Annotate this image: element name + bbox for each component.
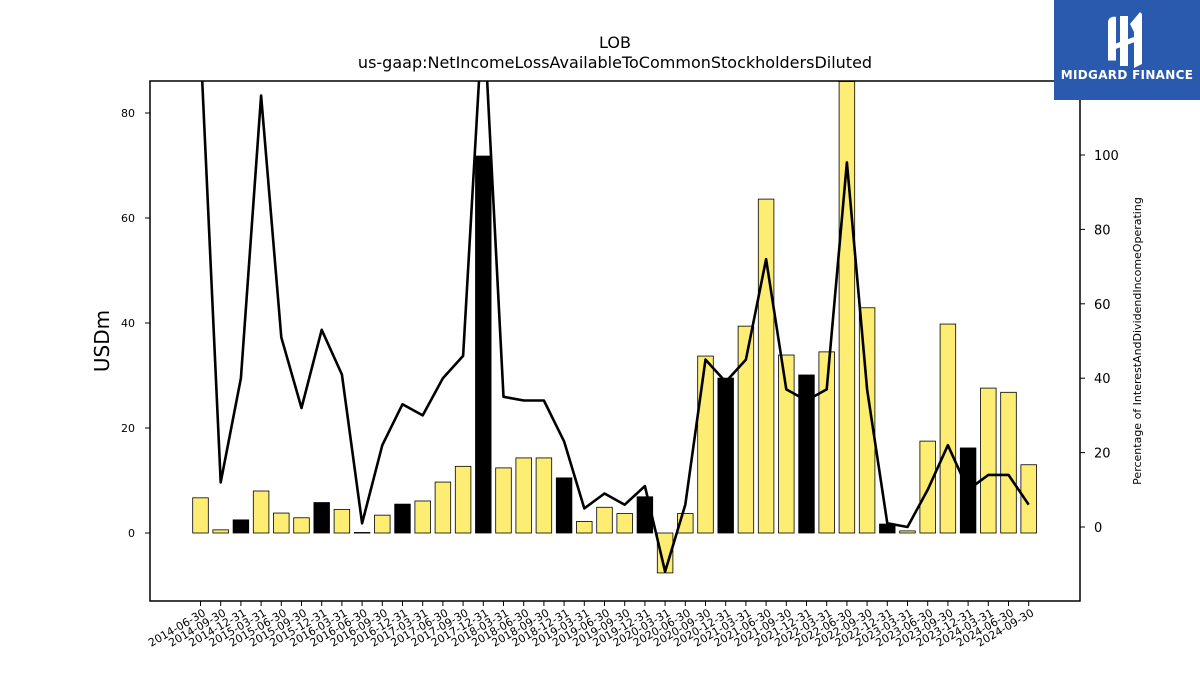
bar-2019-03-31: [576, 521, 593, 534]
bar-2019-06-30: [596, 506, 613, 534]
logo-text: MIDGARD FINANCE: [1060, 68, 1194, 82]
series-line: [200, 81, 1030, 573]
bar-2020-12-31: [717, 377, 734, 534]
bar-2024-06-30: [1000, 391, 1017, 534]
bar-2015-12-31: [313, 502, 330, 534]
bar-2021-09-30: [778, 354, 795, 534]
bar-2022-09-30: [858, 307, 876, 534]
bar-2016-12-31: [394, 503, 411, 534]
chart-subtitle: us-gaap:NetIncomeLossAvailableToCommonSt…: [358, 53, 872, 72]
bar-2018-09-30: [535, 457, 553, 534]
y-axis-left: 0 20 40 60 80: [121, 107, 150, 540]
y-tick-label: 60: [121, 212, 135, 225]
x-axis: 2014-06-302014-09-302014-12-312015-03-31…: [146, 601, 1036, 650]
bar-2024-03-31: [980, 387, 997, 534]
bar-2014-09-30: [212, 529, 229, 534]
y2-tick-label: 60: [1094, 298, 1111, 313]
y2-axis-label: Percentage of InterestAndDividendIncomeO…: [1131, 197, 1144, 485]
y-axis-label: USDm: [90, 310, 114, 372]
bar-2022-03-31: [818, 351, 835, 534]
bar-2015-09-30: [293, 517, 310, 534]
bar-2021-06-30: [757, 198, 775, 534]
bar-2020-09-30: [697, 355, 714, 534]
bar-2017-12-31: [475, 155, 492, 534]
bar-2018-03-31: [495, 467, 512, 534]
plot-frame: [149, 80, 1081, 602]
bar-2023-03-31: [899, 530, 916, 534]
y-tick-label: 80: [121, 107, 135, 120]
bar-2016-09-30: [374, 514, 391, 534]
bar-2016-06-30: [353, 532, 371, 534]
y-axis-right: 0 20 40 60 80 100: [1080, 149, 1119, 536]
y-tick-label: 40: [121, 317, 135, 330]
bar-2021-12-31: [798, 374, 815, 534]
bar-2017-06-30: [434, 481, 452, 534]
bar-2014-12-31: [232, 519, 250, 534]
bar-2019-09-30: [616, 513, 633, 534]
bar-2021-03-31: [737, 325, 755, 534]
line-layer: [200, 81, 1030, 573]
bar-2024-09-30: [1020, 464, 1037, 534]
y2-tick-label: 20: [1094, 447, 1111, 462]
midgard-logo-icon: [1108, 12, 1142, 68]
bar-2022-06-30: [838, 81, 856, 534]
y2-tick-label: 0: [1094, 521, 1102, 536]
bar-2015-06-30: [273, 512, 290, 534]
bar-2018-12-31: [555, 477, 573, 534]
y2-tick-label: 80: [1094, 223, 1111, 238]
bar-2017-03-31: [414, 500, 431, 534]
bar-2015-03-31: [252, 490, 270, 534]
bar-2017-09-30: [454, 465, 472, 534]
bar-2023-09-30: [939, 323, 957, 534]
y2-tick-label: 40: [1094, 372, 1111, 387]
y2-tick-label: 100: [1094, 149, 1119, 164]
y-tick-label: 20: [121, 422, 135, 435]
bar-2016-03-31: [333, 508, 351, 534]
chart-title: LOB: [599, 33, 631, 52]
brand-logo: MIDGARD FINANCE: [1054, 0, 1200, 100]
bar-2019-12-31: [636, 496, 654, 534]
y-tick-label: 0: [128, 527, 135, 540]
bars-layer: [192, 81, 1037, 574]
bar-2018-06-30: [515, 457, 532, 534]
bar-2014-06-30: [192, 497, 209, 534]
